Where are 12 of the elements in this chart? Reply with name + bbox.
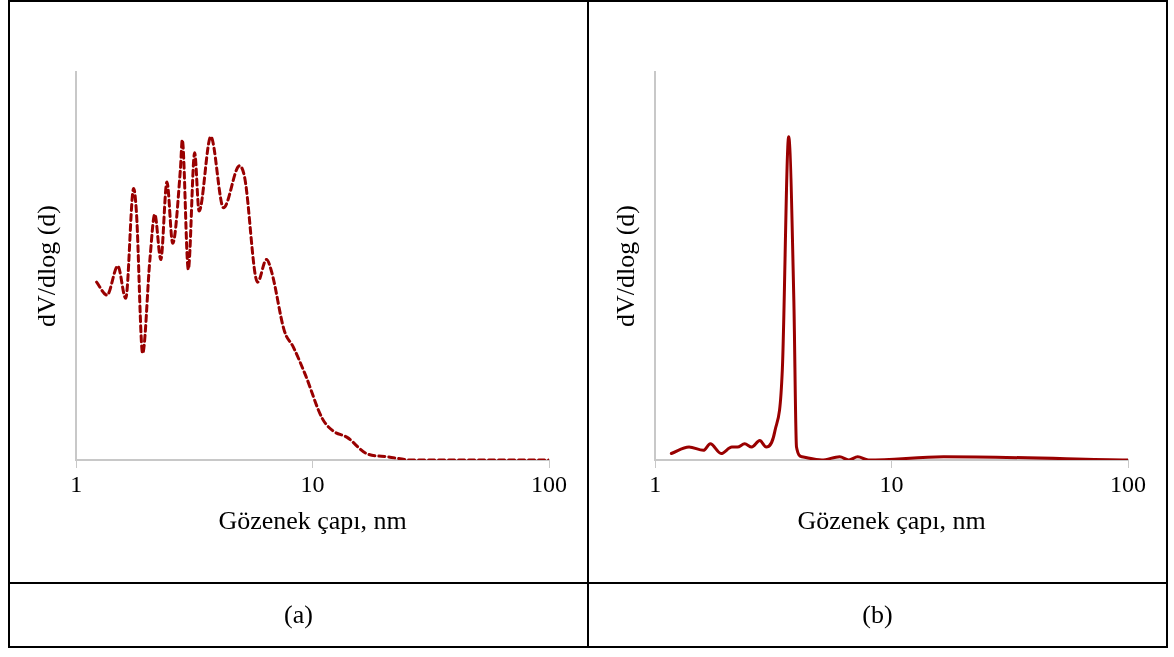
x-tick-label: 100 (1109, 470, 1146, 497)
y-axis-title: dV/dlog (d) (610, 204, 640, 328)
x-axis-title: Gözenek çapı, nm (217, 506, 407, 536)
y-axis-title: dV/dlog (d) (31, 204, 61, 328)
x-tick-label: 1 (69, 470, 82, 497)
x-axis-title: Gözenek çapı, nm (796, 506, 986, 536)
x-tick-label: 100 (530, 470, 567, 497)
x-tick-label: 10 (879, 470, 904, 497)
text: (b) (861, 599, 894, 631)
x-tick-label: 1 (648, 470, 661, 497)
text: (a) (283, 599, 314, 631)
x-tick-label: 10 (300, 470, 325, 497)
